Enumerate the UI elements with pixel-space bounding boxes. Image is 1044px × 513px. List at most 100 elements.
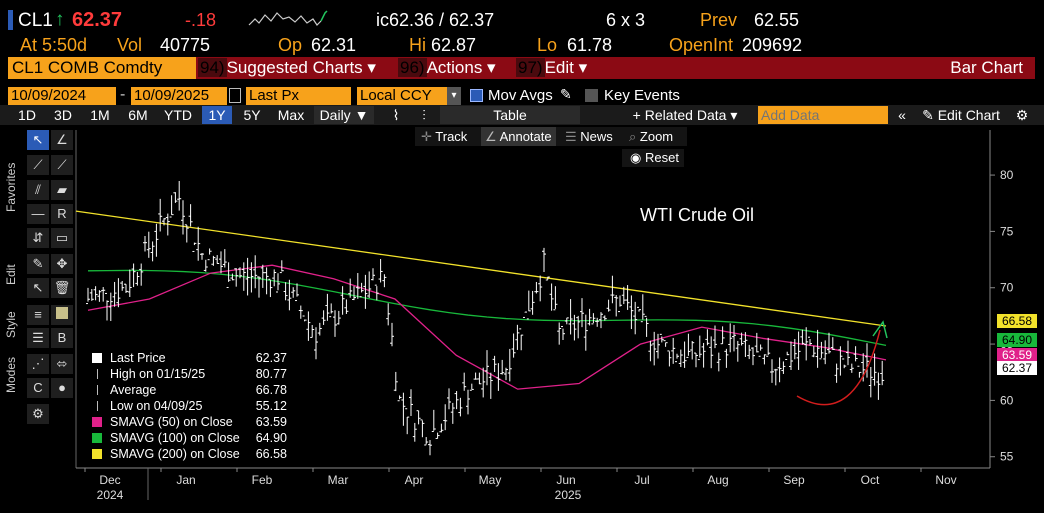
price-tag: 66.58 — [997, 314, 1037, 328]
currency-dropdown-icon[interactable]: ▾ — [447, 87, 461, 105]
annotate-tool[interactable]: ∠ Annotate — [481, 127, 556, 146]
low-value: 61.78 — [567, 35, 613, 55]
security-field[interactable]: CL1 COMB Comdty — [8, 57, 196, 79]
legend-label: High on 01/15/25 — [110, 367, 206, 381]
ticker-symbol[interactable]: CL1 — [18, 10, 53, 31]
angle-tool-icon[interactable]: ∠ — [51, 130, 73, 150]
band-tool-icon[interactable]: ▰ — [51, 180, 73, 200]
field-select[interactable]: Last Px — [246, 87, 351, 105]
open-interest-value: 209692 — [742, 35, 803, 55]
price-tag: 64.90 — [997, 333, 1037, 347]
period-button-ytd[interactable]: YTD — [160, 106, 196, 124]
low-label: Lo — [537, 35, 558, 55]
zoom-label: Zoom — [639, 129, 674, 144]
mov-avgs-checkbox[interactable] — [470, 89, 483, 102]
related-data-menu[interactable]: + Related Data ▾ — [620, 106, 750, 124]
trash-icon[interactable]: 🗑 — [51, 278, 73, 298]
period-button-1y[interactable]: 1Y — [202, 106, 232, 124]
rect-tool-icon[interactable]: ▭ — [51, 228, 73, 248]
gear-icon[interactable]: ⚙ — [1012, 106, 1032, 124]
dashed-line-icon[interactable]: ⋰ — [27, 354, 49, 374]
bid-ask: ic62.36 / 62.37 — [376, 10, 495, 30]
fill-color-icon[interactable] — [51, 305, 73, 325]
text-tool-icon[interactable]: R — [51, 204, 73, 224]
date-dash: - — [120, 86, 126, 103]
line-width-icon[interactable]: ≡ — [27, 305, 49, 325]
news-tool[interactable]: ☰ News — [565, 127, 613, 146]
bold-icon[interactable]: B — [51, 328, 73, 348]
frequency-select[interactable]: Daily ▼ — [314, 106, 374, 124]
channel-tool-icon[interactable]: ⫽ — [27, 180, 49, 200]
bid-ask-size: 6 x 3 — [606, 10, 646, 30]
edit-chart-button[interactable]: ✎ Edit Chart — [917, 106, 1005, 124]
prev-value: 62.55 — [754, 10, 800, 30]
legend-swatch — [92, 449, 102, 459]
curve-mode-icon[interactable]: C — [27, 378, 49, 398]
chart-type-label: Bar Chart — [950, 58, 1023, 77]
collapse-icon[interactable]: « — [893, 106, 911, 124]
left-tool-panel — [0, 127, 76, 427]
period-button-max[interactable]: Max — [272, 106, 310, 124]
legend-swatch — [92, 353, 102, 363]
period-button-5y[interactable]: 5Y — [238, 106, 266, 124]
price-change: -.18 — [185, 10, 217, 30]
calendar-icon[interactable] — [229, 88, 241, 103]
menu-number: 97) — [516, 58, 545, 77]
ray-tool-icon[interactable]: ⟋ — [51, 155, 73, 175]
period-button-1d[interactable]: 1D — [12, 106, 42, 124]
zoom-tool[interactable]: ⌕ Zoom — [629, 127, 673, 146]
reset-button[interactable]: ◉ Reset — [622, 149, 684, 167]
pointer-tool-icon[interactable]: ↖ — [27, 130, 49, 150]
add-data-input[interactable] — [758, 106, 888, 124]
x-year-label: 2024 — [97, 488, 124, 502]
period-button-6m[interactable]: 6M — [122, 106, 154, 124]
legend-marker-icon — [97, 385, 98, 395]
pencil-tool-icon[interactable]: ✎ — [27, 254, 49, 274]
y-tick-label: 70 — [1000, 281, 1014, 295]
line-style-icon[interactable]: ⌇ — [385, 106, 407, 124]
key-events-checkbox[interactable] — [585, 89, 598, 102]
currency-select[interactable]: Local CCY — [357, 87, 447, 105]
legend-label: Average — [110, 383, 157, 397]
y-tick-label: 80 — [1000, 168, 1014, 182]
vol-value: 40775 — [160, 35, 211, 55]
chart-sub-toolbar: ✛ Track ∠ Annotate ☰ News ⌕ Zoom — [415, 127, 687, 146]
x-tick-label: Dec — [99, 473, 120, 487]
table-button[interactable]: Table — [440, 106, 580, 124]
line-style-tool-icon[interactable]: ☰ — [27, 328, 49, 348]
bar-style-icon[interactable]: ⫶ — [413, 106, 435, 124]
period-button-1m[interactable]: 1M — [84, 106, 116, 124]
fib-tool-icon[interactable]: ⇵ — [27, 228, 49, 248]
hline-tool-icon[interactable]: — — [27, 204, 49, 224]
color-palette-icon[interactable]: ● — [51, 378, 73, 398]
crosshair-icon: ✛ — [421, 129, 436, 144]
period-button-3d[interactable]: 3D — [48, 106, 78, 124]
chart-legend: Last Price 62.37 High on 01/15/25 80.77 Aver… — [85, 349, 291, 465]
mov-avgs-label: Mov Avgs — [488, 87, 553, 104]
pencil-icon[interactable]: ✎ — [560, 86, 572, 102]
start-date-input[interactable]: 10/09/2024 — [8, 87, 116, 105]
select-tool-icon[interactable]: ↖ — [27, 278, 49, 298]
magnet-icon[interactable]: ⬄ — [51, 354, 73, 374]
legend-row: SMAVG (100) on Close 64.90 — [89, 431, 287, 446]
trendline-tool-icon[interactable]: ⟋ — [27, 155, 49, 175]
legend-swatch — [92, 433, 102, 443]
end-date-input[interactable]: 10/09/2025 — [131, 87, 227, 105]
x-tick-label: Sep — [783, 473, 805, 487]
annotate-icon: ∠ — [485, 129, 500, 144]
open-label: Op — [278, 35, 303, 55]
settings-gear-icon[interactable]: ⚙ — [27, 404, 49, 424]
menu-number: 96) — [398, 58, 427, 77]
x-tick-label: Jul — [634, 473, 649, 487]
actions-menu[interactable]: 96) Actions ▾ — [398, 57, 496, 79]
open-interest-label: OpenInt — [669, 35, 734, 55]
x-year-label: 2025 — [555, 488, 582, 502]
key-events-label: Key Events — [604, 87, 680, 104]
suggested-charts-menu[interactable]: 94) Suggested Charts ▾ — [198, 57, 376, 79]
legend-value: 63.59 — [255, 415, 287, 429]
track-label: Track — [435, 129, 468, 144]
edit-menu[interactable]: 97) Edit ▾ — [516, 57, 587, 79]
chart-title: WTI Crude Oil — [640, 205, 755, 225]
track-tool[interactable]: ✛ Track — [421, 127, 467, 146]
move-tool-icon[interactable]: ✥ — [51, 254, 73, 274]
